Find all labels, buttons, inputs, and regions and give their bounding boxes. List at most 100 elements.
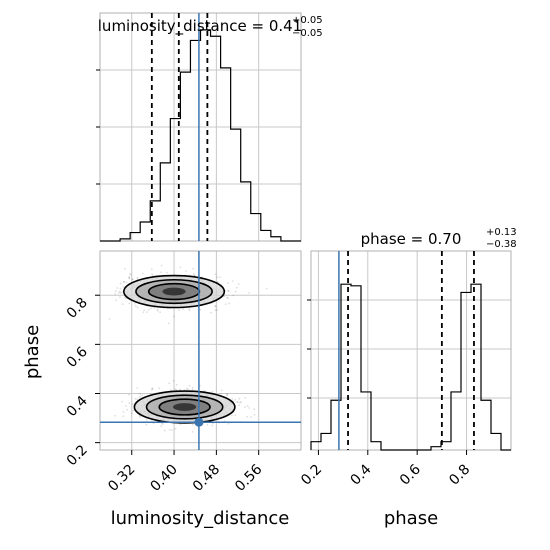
x-tick-label: 0.6 bbox=[397, 461, 424, 488]
sample-point bbox=[114, 290, 117, 293]
sample-point bbox=[231, 398, 234, 400]
sample-point bbox=[174, 427, 177, 430]
sample-point bbox=[151, 387, 154, 390]
sample-point bbox=[131, 403, 134, 405]
sample-point bbox=[118, 290, 121, 293]
sample-point bbox=[128, 275, 131, 278]
sample-point bbox=[168, 429, 171, 431]
sample-point bbox=[160, 264, 163, 267]
sample-point bbox=[265, 287, 268, 290]
sample-point bbox=[214, 273, 217, 275]
sample-point bbox=[128, 277, 131, 280]
sample-point bbox=[114, 414, 116, 417]
sample-point bbox=[248, 292, 251, 294]
sample-point bbox=[132, 409, 134, 412]
sample-point bbox=[159, 311, 162, 314]
sample-point bbox=[191, 386, 194, 389]
sample-point bbox=[143, 309, 146, 311]
sample-point bbox=[139, 416, 142, 418]
sample-point bbox=[173, 315, 176, 318]
title-phase-plus: +0.13 bbox=[486, 227, 517, 238]
x-ticks-joint: 0.32 0.40 0.48 0.56 bbox=[105, 450, 266, 495]
sample-point bbox=[134, 397, 137, 400]
sample-point bbox=[226, 296, 229, 299]
contour bbox=[123, 274, 226, 309]
sample-point bbox=[128, 393, 131, 396]
sample-point bbox=[174, 388, 177, 390]
x-tick-label: 0.32 bbox=[105, 462, 138, 495]
sample-point bbox=[188, 308, 191, 310]
sample-point bbox=[122, 285, 125, 288]
sample-point bbox=[151, 273, 154, 276]
sample-point bbox=[171, 429, 173, 431]
sample-point bbox=[146, 311, 148, 313]
y-axis-label-phase: phase bbox=[22, 325, 43, 379]
contour bbox=[135, 278, 213, 305]
sample-point bbox=[231, 414, 233, 417]
marginal-luminosity-distance-panel: luminosity_distance = 0.41 +0.05 −0.05 bbox=[96, 12, 323, 242]
title-luminosity-distance-plus: +0.05 bbox=[292, 15, 323, 26]
sample-point bbox=[116, 287, 119, 289]
sample-point bbox=[114, 293, 117, 295]
sample-point bbox=[147, 309, 150, 311]
y-ticks-joint: 0.2 0.4 0.6 0.8 bbox=[64, 294, 100, 469]
sample-point bbox=[236, 401, 239, 403]
sample-point bbox=[179, 266, 182, 269]
sample-point bbox=[153, 306, 156, 309]
x-tick-label: 0.56 bbox=[232, 461, 265, 494]
sample-point bbox=[149, 307, 152, 310]
histogram-phase bbox=[310, 283, 511, 451]
sample-point bbox=[121, 303, 124, 306]
sample-point bbox=[160, 271, 163, 274]
sample-point bbox=[150, 268, 153, 271]
sample-point bbox=[178, 309, 180, 312]
sample-point bbox=[223, 295, 226, 298]
sample-point bbox=[117, 291, 120, 294]
sample-point bbox=[160, 425, 163, 428]
title-phase-minus: −0.38 bbox=[486, 239, 517, 250]
sample-point bbox=[248, 407, 251, 409]
sample-point bbox=[122, 410, 125, 413]
sample-point bbox=[199, 308, 202, 311]
sample-point bbox=[129, 272, 131, 275]
sample-point bbox=[226, 393, 229, 396]
sample-point bbox=[128, 402, 131, 404]
sample-point bbox=[142, 311, 145, 313]
y-ticks-top bbox=[96, 69, 100, 185]
marginal-phase-panel: 0.2 0.4 0.6 0.8 phase = 0.70 +0.13 −0.38 bbox=[298, 227, 516, 489]
sample-point bbox=[214, 305, 217, 308]
sample-point bbox=[188, 384, 191, 387]
x-ticks-phase: 0.2 0.4 0.6 0.8 bbox=[298, 450, 473, 489]
sample-point bbox=[145, 419, 148, 421]
x-tick-label: 0.8 bbox=[446, 462, 473, 489]
sample-point bbox=[231, 280, 234, 282]
x-tick-label: 0.40 bbox=[148, 462, 181, 495]
sample-point bbox=[142, 272, 144, 275]
sample-point bbox=[211, 390, 214, 393]
y-ticks-phase bbox=[307, 299, 311, 399]
truth-point bbox=[194, 417, 204, 427]
sample-point bbox=[122, 415, 125, 417]
sample-point bbox=[131, 278, 134, 281]
sample-point bbox=[175, 383, 178, 386]
x-tick-label: 0.4 bbox=[348, 461, 375, 488]
sample-point bbox=[156, 308, 159, 311]
sample-point bbox=[158, 387, 161, 390]
sample-point bbox=[125, 405, 127, 407]
sample-point bbox=[227, 289, 230, 292]
sample-point bbox=[250, 416, 253, 418]
sample-point bbox=[122, 281, 125, 283]
sample-point bbox=[139, 393, 142, 396]
sample-point bbox=[228, 302, 231, 305]
sample-point bbox=[236, 286, 238, 289]
sample-point bbox=[124, 267, 126, 270]
sample-point bbox=[168, 382, 171, 385]
sample-point bbox=[214, 304, 217, 307]
y-tick-label: 0.4 bbox=[64, 393, 91, 420]
sample-point bbox=[191, 423, 194, 426]
sample-point bbox=[182, 308, 185, 311]
sample-point bbox=[227, 282, 229, 284]
sample-point bbox=[214, 309, 217, 312]
sample-point bbox=[191, 388, 194, 391]
sample-point bbox=[234, 398, 237, 401]
